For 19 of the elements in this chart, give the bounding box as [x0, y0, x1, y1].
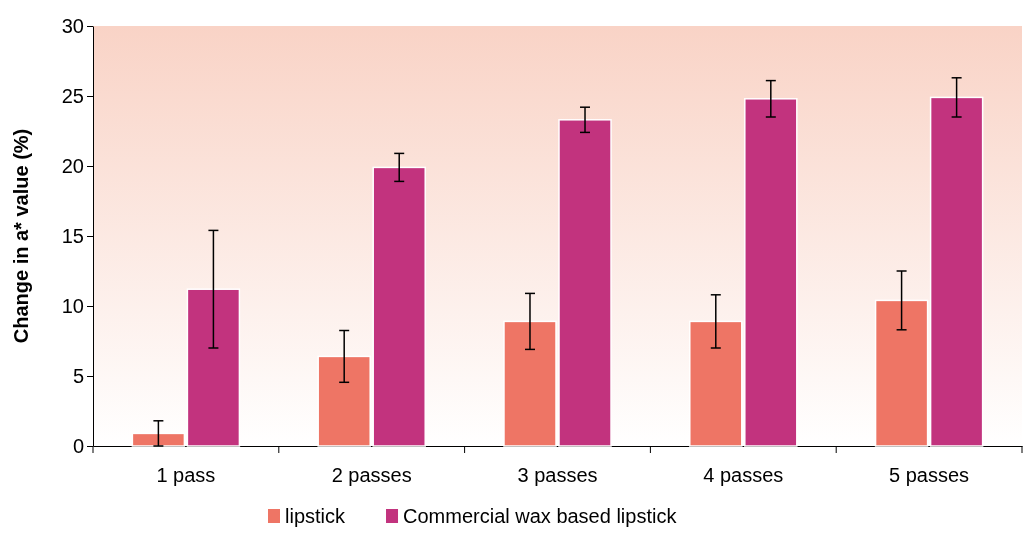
x-tick-label: 5 passes	[889, 464, 970, 487]
bar	[929, 96, 984, 447]
legend-label: lipstick	[285, 505, 347, 527]
y-tick-label: 5	[72, 364, 84, 387]
bar	[874, 299, 929, 447]
y-tick-label: 25	[61, 84, 84, 107]
bar	[131, 432, 186, 447]
y-tick-label: 0	[72, 434, 84, 457]
x-tick-label: 4 passes	[703, 464, 784, 487]
y-tick-label: 20	[61, 154, 84, 177]
y-axis-title: Change in a* value (%)	[10, 128, 32, 344]
x-tick-label: 1 pass	[156, 464, 216, 487]
x-tick-label: 3 passes	[517, 464, 598, 487]
y-tick-label: 10	[61, 294, 84, 317]
y-tick-label: 30	[61, 14, 84, 37]
text: Commercial wax based lipstick	[403, 505, 678, 527]
x-tick-label: 2 passes	[331, 464, 412, 487]
y-tick-label: 15	[61, 224, 84, 247]
bar	[186, 288, 241, 447]
